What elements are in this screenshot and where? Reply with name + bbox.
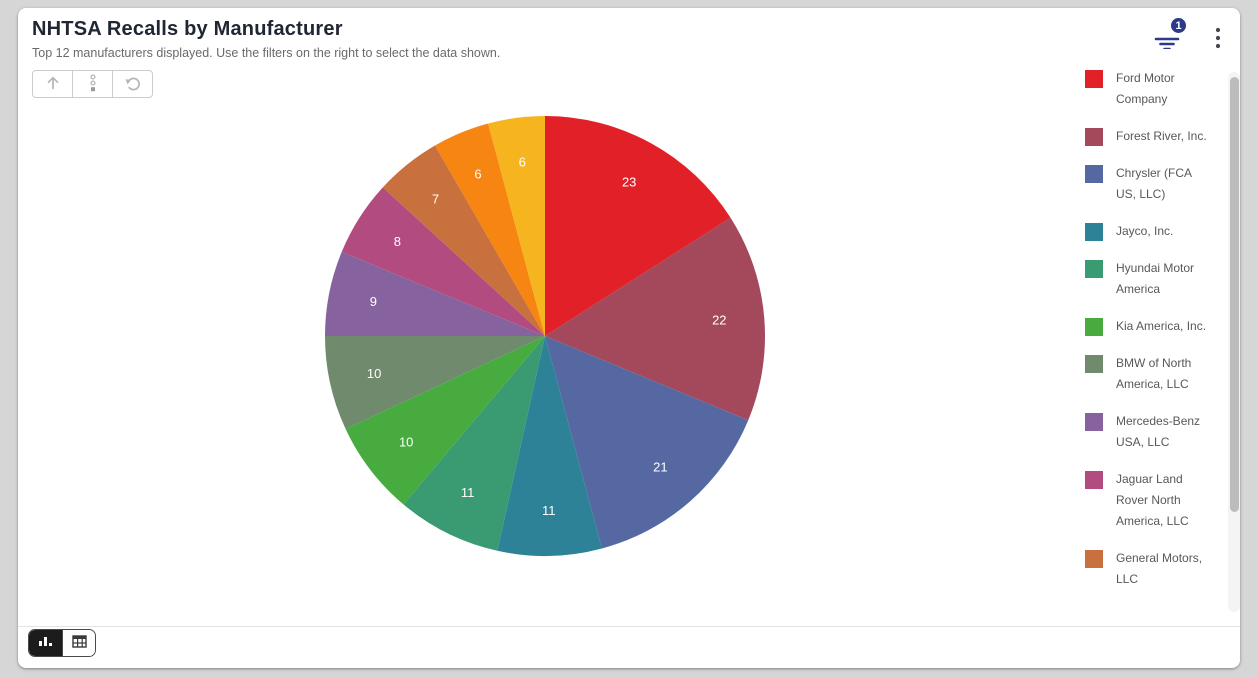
pie-slice-11[interactable] bbox=[488, 116, 545, 336]
page-subtitle: Top 12 manufacturers displayed. Use the … bbox=[32, 46, 501, 60]
legend-label: Mercedes-Benz USA, LLC bbox=[1116, 414, 1201, 449]
legend-label: Jayco, Inc. bbox=[1116, 224, 1174, 238]
pie-slice-2[interactable] bbox=[545, 336, 749, 549]
table-view-button[interactable] bbox=[62, 630, 95, 656]
legend-item[interactable]: Forest River, Inc. bbox=[1085, 126, 1228, 147]
legend-swatch bbox=[1085, 260, 1103, 278]
legend-swatch bbox=[1085, 471, 1103, 489]
legend: Ford Motor Company Forest River, Inc. Chry… bbox=[1085, 68, 1228, 620]
page-title: NHTSA Recalls by Manufacturer bbox=[32, 18, 343, 40]
pie-slice-10[interactable] bbox=[435, 123, 545, 337]
legend-label: Forest River, Inc. bbox=[1116, 129, 1207, 143]
legend-item[interactable]: Kia America, Inc. bbox=[1085, 316, 1228, 337]
filter-count-badge: 1 bbox=[1169, 16, 1188, 35]
undo-icon bbox=[124, 75, 142, 94]
legend-swatch bbox=[1085, 413, 1103, 431]
pie-slice-4[interactable] bbox=[403, 336, 545, 551]
legend-item[interactable]: BMW of North America, LLC bbox=[1085, 353, 1228, 395]
pie-slice-6[interactable] bbox=[325, 336, 545, 429]
undo-button[interactable] bbox=[112, 70, 153, 98]
legend-scrollbar-thumb[interactable] bbox=[1229, 77, 1239, 512]
pie-slice-7[interactable] bbox=[325, 251, 545, 336]
legend-label: BMW of North America, LLC bbox=[1116, 356, 1192, 391]
chart-card: NHTSA Recalls by Manufacturer Top 12 man… bbox=[18, 8, 1240, 668]
drill-levels-button[interactable] bbox=[72, 70, 113, 98]
legend-label: Chrysler (FCA US, LLC) bbox=[1116, 166, 1192, 201]
table-grid-icon bbox=[71, 635, 87, 651]
legend-item[interactable]: Jaguar Land Rover North America, LLC bbox=[1085, 469, 1228, 532]
card-header: NHTSA Recalls by Manufacturer Top 12 man… bbox=[32, 18, 500, 60]
pie-slice-9[interactable] bbox=[382, 145, 545, 336]
pie-slice-5[interactable] bbox=[345, 336, 545, 505]
legend-swatch bbox=[1085, 223, 1103, 241]
bar-chart-icon bbox=[38, 635, 53, 652]
legend-item[interactable]: Mercedes-Benz USA, LLC bbox=[1085, 411, 1228, 453]
legend-swatch bbox=[1085, 165, 1103, 183]
pie-slice-3[interactable] bbox=[497, 336, 602, 557]
legend-swatch bbox=[1085, 355, 1103, 373]
legend-label: Ford Motor Company bbox=[1116, 71, 1175, 106]
header-actions: 1 bbox=[1152, 16, 1230, 54]
legend-label: Jaguar Land Rover North America, LLC bbox=[1116, 472, 1189, 528]
drill-levels-icon bbox=[85, 73, 101, 95]
legend-item[interactable]: Hyundai Motor America bbox=[1085, 258, 1228, 300]
chart-toolbar bbox=[32, 70, 153, 98]
legend-item[interactable]: General Motors, LLC bbox=[1085, 548, 1228, 590]
legend-item[interactable]: Chrysler (FCA US, LLC) bbox=[1085, 163, 1228, 205]
legend-label: Hyundai Motor America bbox=[1116, 261, 1195, 296]
legend-item[interactable]: Ford Motor Company bbox=[1085, 68, 1228, 110]
filter-icon bbox=[1154, 37, 1180, 52]
legend-swatch bbox=[1085, 318, 1103, 336]
legend-label: Kia America, Inc. bbox=[1116, 319, 1207, 333]
legend-item[interactable]: Jayco, Inc. bbox=[1085, 221, 1228, 242]
view-toggle bbox=[28, 629, 96, 657]
legend-label: General Motors, LLC bbox=[1116, 551, 1203, 586]
pie-slice-0[interactable] bbox=[545, 116, 731, 336]
footer-divider bbox=[18, 626, 1240, 627]
legend-swatch bbox=[1085, 550, 1103, 568]
chart-view-button[interactable] bbox=[29, 630, 62, 656]
legend-scrollbar[interactable] bbox=[1228, 72, 1240, 612]
pie-slice-1[interactable] bbox=[545, 217, 766, 421]
filter-button[interactable]: 1 bbox=[1152, 16, 1188, 54]
arrow-up-icon bbox=[45, 75, 61, 94]
kebab-menu-button[interactable] bbox=[1206, 24, 1230, 54]
legend-swatch bbox=[1085, 70, 1103, 88]
legend-swatch bbox=[1085, 128, 1103, 146]
pie-slice-8[interactable] bbox=[341, 187, 545, 336]
drill-up-button[interactable] bbox=[32, 70, 73, 98]
kebab-menu-icon bbox=[1215, 27, 1221, 52]
